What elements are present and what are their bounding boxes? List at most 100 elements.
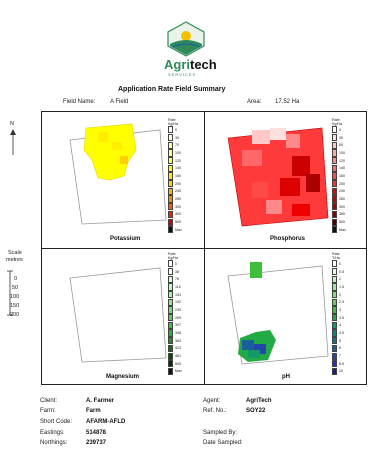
panel-title-potassium: Potassium	[110, 236, 141, 242]
northings-value: 239737	[86, 440, 107, 446]
legend-value: 200	[339, 181, 345, 186]
legend-row: 500	[168, 218, 198, 226]
logo-brand-left: Agri	[164, 57, 190, 72]
legend-row: 269	[168, 314, 198, 322]
legend-value: 200	[175, 181, 181, 186]
area-label: Area:	[247, 99, 262, 105]
legend-swatch	[332, 187, 337, 195]
panel-title-magnesium: Magnesium	[106, 374, 140, 380]
legend-swatch	[332, 337, 337, 345]
legend-value: 240	[175, 189, 181, 194]
legend-value: 100	[175, 150, 181, 155]
legend-swatch	[168, 291, 173, 299]
scale-units: metres	[6, 257, 23, 263]
legend-value: 300	[175, 204, 181, 209]
legend-swatch	[332, 344, 337, 352]
legend-row: 100	[168, 149, 198, 157]
legend-value: 0	[339, 261, 341, 266]
phosphorus-field-map	[227, 127, 329, 227]
legend-row: 380	[332, 210, 362, 219]
legend-swatch	[332, 126, 337, 134]
legend-swatch	[168, 329, 173, 337]
legend-row: 0.5	[332, 267, 362, 276]
scale-tick: 200	[10, 312, 20, 318]
legend-value: 269	[175, 315, 181, 320]
legend-value: 2.5	[339, 300, 344, 305]
legend-row: 307	[168, 321, 198, 330]
field-name-label: Field Name:	[63, 99, 96, 105]
legend-row: 200	[168, 180, 198, 188]
short-code-value: AFARM-AFLD	[86, 419, 126, 425]
legend-swatch	[332, 218, 337, 226]
legend-value: 140	[339, 166, 345, 171]
legend-row: 300	[332, 203, 362, 211]
legend-row: 240	[168, 187, 198, 196]
legend-swatch	[168, 180, 173, 188]
legend-row: 38	[168, 267, 198, 276]
legend-value: 280	[175, 197, 181, 202]
legend-value: 0	[175, 261, 177, 266]
legend-swatch	[332, 367, 337, 376]
legend-swatch	[168, 360, 173, 368]
legend-row: 1	[332, 275, 362, 283]
legend-title: Rate T/Ha	[332, 252, 340, 260]
legend-value: 1.5	[339, 284, 344, 289]
short-code-label: Short Code:	[40, 419, 73, 425]
legend-swatch	[168, 321, 173, 329]
legend-value: 6	[339, 346, 341, 351]
legend-value: 0.5	[339, 269, 344, 274]
legend-row: 280	[332, 195, 362, 203]
legend-swatch	[168, 203, 173, 211]
legend-row: 384	[168, 337, 198, 345]
legend-row: 1.5	[332, 283, 362, 291]
sampled-by-label: Sampled By:	[203, 430, 238, 436]
legend-row: 30	[332, 133, 362, 142]
farm-label: Farm:	[40, 408, 56, 414]
agent-label: Agent:	[203, 398, 221, 404]
legend-row: 10	[332, 367, 362, 376]
legend-value: 5	[339, 338, 341, 343]
legend-swatch	[332, 329, 337, 337]
legend-row: 60	[332, 141, 362, 149]
legend-row: 192	[168, 298, 198, 306]
legend-swatch	[168, 164, 173, 172]
legend-swatch	[332, 172, 337, 180]
page-title: Application Rate Field Summary	[118, 86, 226, 93]
legend-value: 461	[175, 354, 181, 359]
legend-row: 2.5	[332, 298, 362, 306]
legend-value: 76	[175, 277, 179, 282]
legend-swatch	[332, 291, 337, 299]
legend-swatch	[168, 172, 173, 180]
legend-swatch	[168, 133, 173, 142]
ph-field-map	[227, 262, 329, 365]
legend-row: 70	[168, 141, 198, 149]
legend-value: 1	[339, 277, 341, 282]
legend-value: 500	[339, 220, 345, 225]
north-arrow-icon	[10, 129, 16, 155]
legend-value: 300	[339, 204, 345, 209]
legend-row: 120	[332, 157, 362, 165]
legend-value: 400	[175, 212, 181, 217]
magnesium-field-map	[69, 267, 167, 363]
legend-row: 500	[332, 218, 362, 226]
legend-value: 0	[339, 127, 341, 132]
northings-label: Northings:	[40, 440, 68, 446]
legend-value: Max	[339, 227, 346, 232]
legend-value: 140	[175, 166, 181, 171]
ref-value: SOY22	[246, 408, 266, 414]
legend-title: Rate Kg/Ha	[332, 118, 342, 126]
legend-row: 140	[332, 164, 362, 172]
legend-swatch	[168, 367, 173, 376]
potassium-legend: Rate Kg/Ha 0 30 70 100 120 140 160 200 240 280 300…	[168, 118, 198, 234]
legend-row: 423	[168, 344, 198, 353]
legend-row: 153	[168, 291, 198, 299]
legend-value: 500	[175, 220, 181, 225]
legend-swatch	[168, 218, 173, 226]
legend-row: 6	[332, 344, 362, 353]
logo: Agritech SERVICES	[148, 20, 224, 77]
legend-swatch	[168, 157, 173, 165]
scale-tick: 100	[10, 294, 20, 300]
legend-row: 76	[168, 275, 198, 283]
legend-value: 192	[175, 300, 181, 305]
legend-swatch	[168, 298, 173, 306]
